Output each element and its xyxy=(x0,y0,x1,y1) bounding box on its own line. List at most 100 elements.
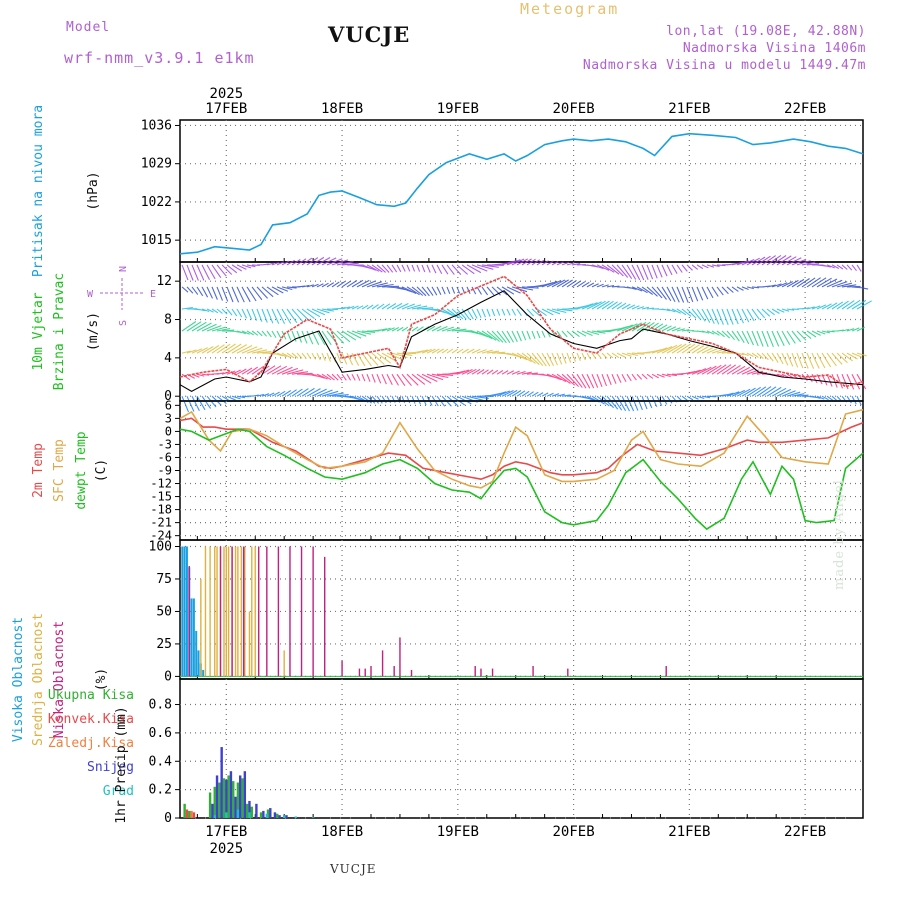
precip-bar-precip_total xyxy=(208,792,212,818)
axis-label: Srednja Oblacnost xyxy=(31,613,46,746)
wind-barb-row xyxy=(181,364,867,390)
y-tick-label: -3 xyxy=(158,437,172,451)
cloud-bar-cloud_low xyxy=(665,666,667,677)
cloud-bar-cloud_low xyxy=(381,650,384,677)
cloud-bar-cloud_mid xyxy=(251,546,253,677)
time-label-bottom: 19FEB xyxy=(437,824,479,840)
year-label-top: 2025 xyxy=(209,86,243,102)
precip-bar-precip_graupel xyxy=(213,815,216,818)
y-tick-label: 6 xyxy=(165,398,172,412)
axis-label: 10m Vjetar xyxy=(31,292,46,370)
precip-bar-precip_conv xyxy=(185,809,189,818)
y-tick-label: -24 xyxy=(150,529,172,543)
compass-west: W xyxy=(87,289,94,300)
legend-entry: Snijeg xyxy=(87,760,134,775)
cloud-bar-cloud_low xyxy=(567,668,569,677)
y-tick-label: -12 xyxy=(150,477,172,491)
precip-bar-precip_total xyxy=(218,782,221,818)
wind-barb-row xyxy=(181,254,862,281)
precip-bar-precip_graupel xyxy=(225,812,228,818)
cloud-bar-cloud_mid xyxy=(214,546,216,677)
cloud-bar-cloud_low xyxy=(364,668,366,677)
axis-label: Brzina i Pravac xyxy=(52,273,67,390)
axis-label: Pritisak na nivou mora xyxy=(31,105,46,277)
cloud-bar-cloud_low xyxy=(410,669,413,677)
precip-bar-precip_total xyxy=(245,803,249,818)
cloud-bar-cloud_mid xyxy=(237,546,239,677)
cloud-bar-cloud_mid xyxy=(209,546,211,677)
cloud-bar-cloud_low xyxy=(393,666,395,677)
time-label-bottom: 17FEB xyxy=(205,824,247,840)
axis-label: Visoka Oblacnost xyxy=(11,617,26,742)
y-tick-label: 1029 xyxy=(141,157,172,172)
y-tick-label: 12 xyxy=(156,274,172,289)
page-title: VUCJE xyxy=(328,22,411,47)
legend-entry: Konvek.Kisa xyxy=(48,712,134,727)
panel-frame xyxy=(179,539,864,680)
legend-entry: Ukupna Kisa xyxy=(48,688,134,703)
y-tick-label: 0 xyxy=(164,811,172,826)
model-name: wrf-nmm_v3.9.1 e1km xyxy=(64,49,255,67)
panel-wind: 0 4 8 12 10m Vjetar Brzina i Pravac (m/s) W E N S xyxy=(31,254,872,413)
precip-bar-precip_snow xyxy=(225,779,228,818)
cloud-bar-cloud_high xyxy=(185,546,188,677)
precip-bar-precip_snow xyxy=(229,771,233,818)
precip-bar-precip_snow xyxy=(220,747,223,818)
cloud-bar-cloud_low xyxy=(474,666,476,677)
precip-bar-precip_graupel xyxy=(265,813,269,818)
precip-bar-precip_total xyxy=(183,803,186,818)
wind-barb-row xyxy=(181,299,872,326)
precip-bar-precip_snow xyxy=(262,810,265,818)
time-label-top: 19FEB xyxy=(437,101,479,117)
cloud-bar-cloud_mid xyxy=(244,546,246,677)
cloud-bar-cloud_low xyxy=(231,546,233,677)
cloud-bar-cloud_low xyxy=(312,546,314,677)
y-tick-label: 4 xyxy=(164,351,172,366)
precip-bar-precip_snow xyxy=(248,800,251,818)
y-tick-label: 1015 xyxy=(141,233,172,248)
precip-bar-precip_total xyxy=(227,775,230,818)
cloud-bar-cloud_low xyxy=(300,546,303,677)
y-tick-label: 50 xyxy=(156,604,172,619)
y-tick-label: 1022 xyxy=(141,195,172,210)
cloud-bar-cloud_low xyxy=(324,556,326,677)
year-label-bottom: 2025 xyxy=(209,841,243,857)
axis-label: Niska Oblacnost xyxy=(52,621,67,738)
legend-entry: Zaledj.Kisa xyxy=(48,736,134,751)
precip-bar-precip_graupel xyxy=(282,815,286,818)
series-line-wind_speed xyxy=(179,290,864,393)
cloud-bar-cloud_low xyxy=(289,546,291,677)
axis-label: 2m Temp xyxy=(31,443,46,498)
y-tick-label: 25 xyxy=(156,637,172,652)
y-tick-label: 0 xyxy=(164,669,172,684)
time-label-top: 17FEB xyxy=(205,101,247,117)
compass-east: E xyxy=(150,289,156,300)
compass-north: N xyxy=(118,266,129,272)
precip-bar-precip_snow xyxy=(273,812,277,818)
cloud-bar-cloud_low xyxy=(258,546,260,677)
axis-label: SFC Temp xyxy=(52,439,67,502)
precip-bar-precip_snow xyxy=(215,775,219,818)
y-tick-label: 0.6 xyxy=(149,726,172,741)
cloud-bar-cloud_low xyxy=(358,668,361,677)
precip-bar-precip_snow xyxy=(255,803,258,818)
wind-barb-row xyxy=(181,277,869,303)
precip-bar-precip_conv xyxy=(192,812,196,818)
precip-bar-precip_snow xyxy=(211,803,214,818)
wind-barb-row xyxy=(181,343,867,369)
cloud-bar-cloud_mid xyxy=(248,611,251,677)
station-altitude: Nadmorska Visina 1406m xyxy=(682,41,866,56)
panel-clouds: 0 25 50 75 100 Visoka Oblacnost Srednja Oblacn… xyxy=(11,539,864,746)
precip-bar-precip_graupel xyxy=(294,816,297,818)
cloud-bar-cloud_low xyxy=(399,637,401,677)
precip-bar-precip_snow xyxy=(238,775,242,818)
cloud-bar-cloud_low xyxy=(491,668,494,677)
cloud-bar-cloud_low xyxy=(266,546,268,677)
axis-label: 1hr Precip (mm) xyxy=(114,706,129,823)
footer-station: VUCJE xyxy=(330,862,377,876)
cloud-bar-cloud_high xyxy=(195,630,198,677)
precip-bar-precip_graupel xyxy=(248,812,251,818)
cloud-bar-cloud_high xyxy=(181,546,184,677)
